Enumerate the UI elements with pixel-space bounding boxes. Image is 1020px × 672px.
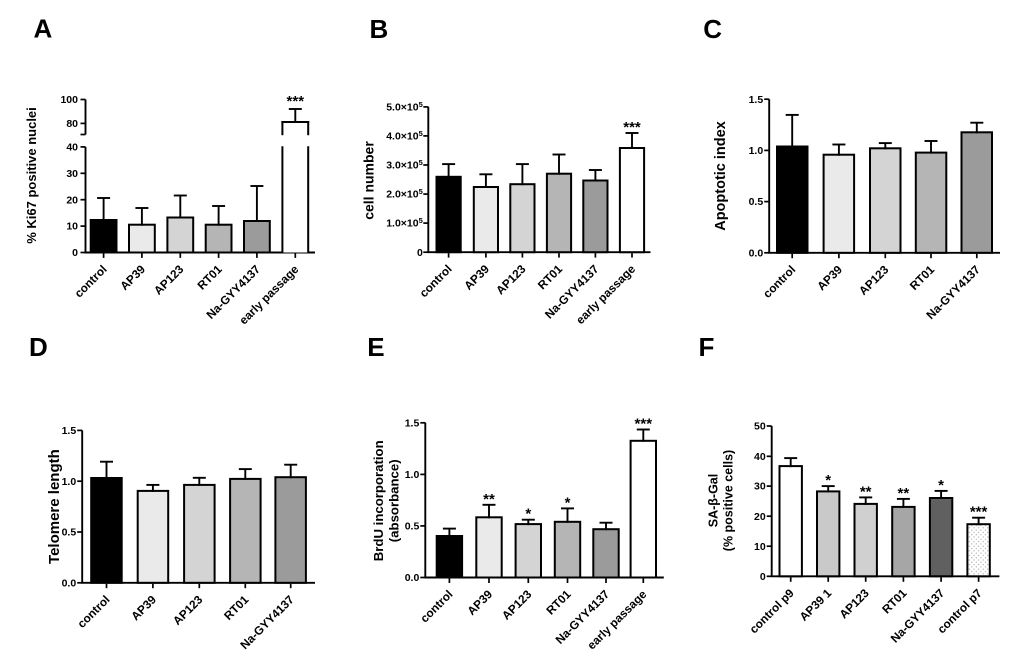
svg-text:1.5: 1.5 (405, 417, 420, 429)
svg-text:2.0×105: 2.0×105 (386, 187, 423, 201)
svg-text:*: * (938, 477, 944, 494)
svg-text:5.0×105: 5.0×105 (386, 100, 423, 114)
svg-text:30: 30 (66, 168, 78, 180)
svg-text:C: C (703, 14, 722, 44)
svg-text:4.0×105: 4.0×105 (386, 129, 423, 143)
svg-text:80: 80 (66, 118, 78, 130)
svg-text:cell number: cell number (361, 141, 377, 220)
svg-text:1.0×105: 1.0×105 (386, 216, 423, 230)
svg-text:***: *** (287, 93, 305, 110)
svg-text:(% positive cells): (% positive cells) (722, 450, 736, 551)
svg-text:SA-β-Gal: SA-β-Gal (707, 474, 721, 527)
svg-text:40: 40 (754, 451, 766, 463)
svg-text:0.0: 0.0 (62, 577, 77, 589)
svg-text:1.5: 1.5 (62, 425, 77, 437)
svg-text:1.0: 1.0 (62, 476, 77, 488)
svg-text:*: * (825, 472, 831, 489)
svg-text:***: *** (635, 416, 653, 433)
svg-text:***: *** (970, 504, 988, 521)
svg-text:20: 20 (754, 511, 766, 523)
svg-text:***: *** (623, 119, 641, 136)
svg-text:*: * (525, 506, 531, 523)
svg-text:**: ** (898, 485, 910, 502)
svg-text:10: 10 (754, 541, 766, 553)
svg-text:0: 0 (417, 247, 423, 259)
svg-text:0.5: 0.5 (749, 196, 764, 208)
svg-text:20: 20 (66, 194, 78, 206)
svg-text:(absorbance): (absorbance) (387, 459, 402, 542)
svg-text:0: 0 (760, 571, 766, 583)
svg-text:100: 100 (60, 94, 78, 106)
svg-text:Telomere length: Telomere length (46, 449, 63, 564)
svg-text:0.5: 0.5 (62, 527, 77, 539)
svg-text:*: * (565, 494, 571, 511)
svg-text:30: 30 (754, 481, 766, 493)
svg-text:3.0×105: 3.0×105 (386, 158, 423, 172)
svg-text:% Ki67 positive nuclei: % Ki67 positive nuclei (24, 107, 39, 244)
svg-text:B: B (370, 14, 389, 44)
svg-text:10: 10 (66, 221, 78, 233)
svg-text:40: 40 (66, 142, 78, 154)
svg-text:BrdU incorporation: BrdU incorporation (371, 440, 386, 561)
svg-text:A: A (34, 14, 53, 44)
svg-text:0: 0 (72, 247, 78, 259)
svg-text:D: D (29, 332, 48, 362)
svg-text:**: ** (483, 491, 495, 508)
svg-text:50: 50 (754, 421, 766, 433)
svg-text:E: E (367, 332, 384, 362)
svg-text:0.0: 0.0 (405, 572, 420, 584)
svg-text:F: F (699, 332, 715, 362)
svg-text:**: ** (860, 483, 872, 500)
svg-text:0.5: 0.5 (405, 521, 420, 533)
svg-text:0.0: 0.0 (749, 247, 764, 259)
svg-text:1.0: 1.0 (405, 469, 420, 481)
svg-text:1.5: 1.5 (749, 94, 764, 106)
svg-text:Apoptotic index: Apoptotic index (713, 121, 729, 231)
svg-text:1.0: 1.0 (749, 145, 764, 157)
